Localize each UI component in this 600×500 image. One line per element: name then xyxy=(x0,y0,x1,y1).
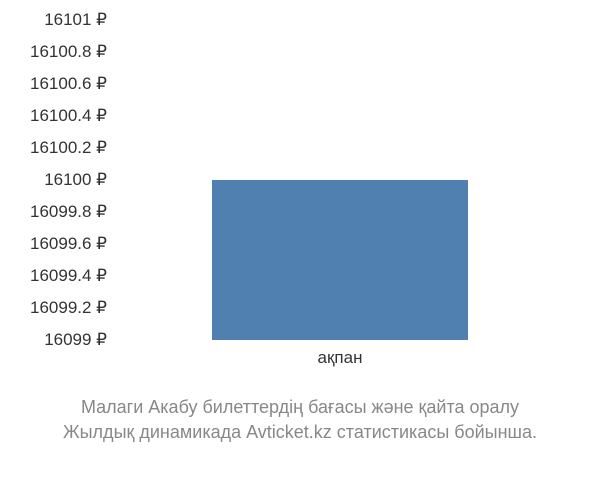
y-tick-label: 16099.4 ₽ xyxy=(30,266,107,286)
y-tick-label: 16100.6 ₽ xyxy=(30,74,107,94)
y-tick-label: 16100 ₽ xyxy=(44,170,107,190)
caption-line-1: Малаги Акабу билеттердің бағасы және қай… xyxy=(0,395,600,420)
y-tick-label: 16100.8 ₽ xyxy=(30,42,107,62)
y-axis: 16101 ₽16100.8 ₽16100.6 ₽16100.4 ₽16100.… xyxy=(0,20,115,340)
y-tick-label: 16101 ₽ xyxy=(44,10,107,30)
plot-area xyxy=(120,20,560,340)
y-tick-label: 16099 ₽ xyxy=(44,330,107,350)
y-tick-label: 16100.4 ₽ xyxy=(30,106,107,126)
y-tick-label: 16099.8 ₽ xyxy=(30,202,107,222)
bar xyxy=(212,180,467,340)
caption-line-2: Жылдық динамикада Avticket.kz статистика… xyxy=(0,420,600,445)
y-tick-label: 16100.2 ₽ xyxy=(30,138,107,158)
chart-container: 16101 ₽ 16100.8 ₽ 16100.6 ₽ 16100.4 ₽ 16100.… xyxy=(0,0,600,370)
chart-caption: Малаги Акабу билеттердің бағасы және қай… xyxy=(0,395,600,445)
x-axis-label: ақпан xyxy=(120,348,560,368)
y-tick-label: 16099.2 ₽ xyxy=(30,298,107,318)
y-tick-label: 16099.6 ₽ xyxy=(30,234,107,254)
